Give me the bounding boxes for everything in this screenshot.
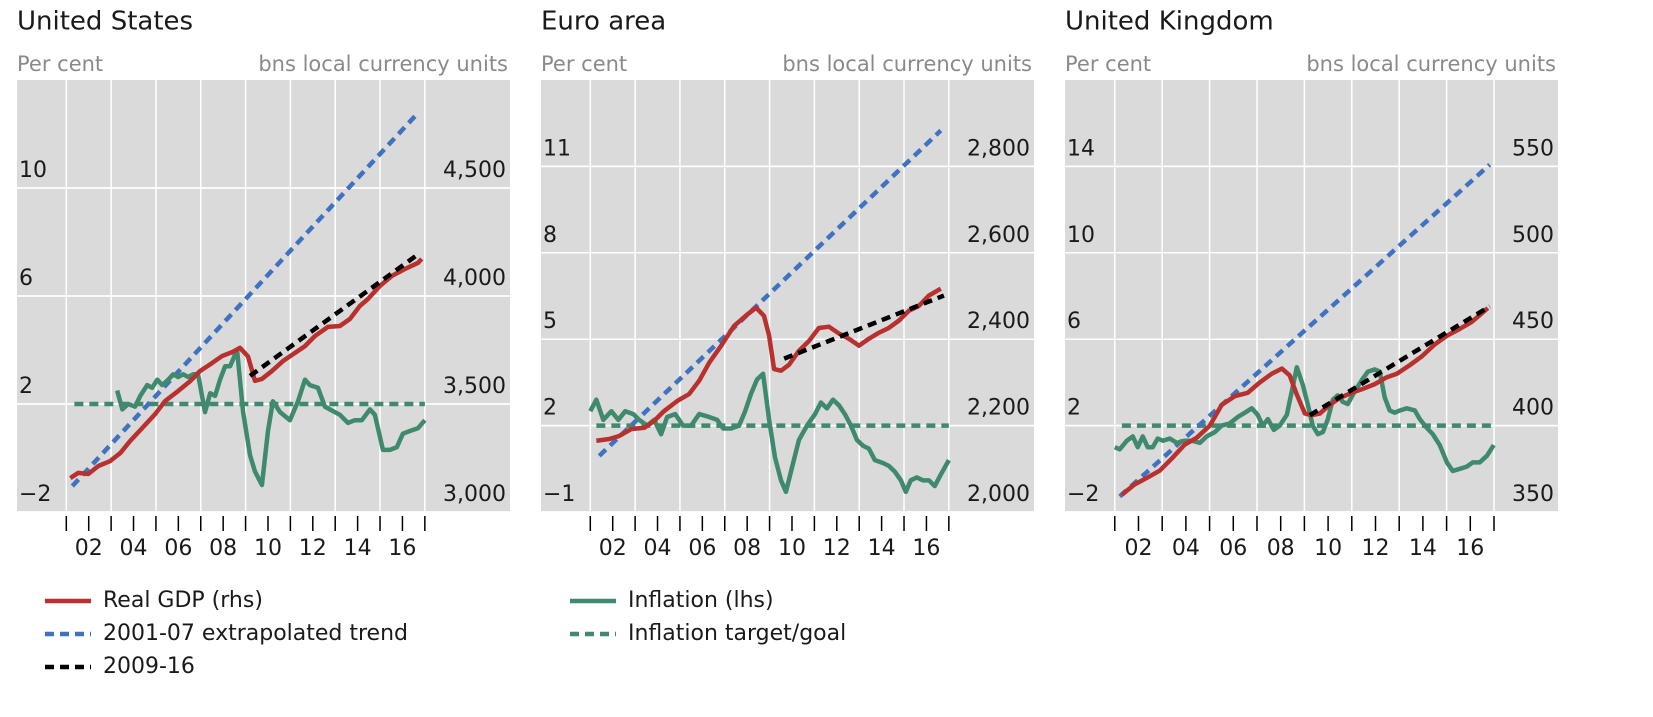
dashed-line bbox=[597, 128, 943, 458]
panel-title: United Kingdom bbox=[1065, 7, 1274, 37]
plot-area bbox=[541, 80, 1034, 512]
y2-tick-label: 4,500 bbox=[443, 158, 506, 183]
y-tick-label: −2 bbox=[1067, 482, 1099, 507]
x-tick-label: 06 bbox=[1219, 536, 1247, 561]
y2-tick-label: 450 bbox=[1512, 309, 1554, 334]
y-tick-label: 6 bbox=[19, 266, 33, 291]
x-tick-label: 02 bbox=[75, 536, 103, 561]
y-axis-title: Per cent bbox=[541, 52, 627, 76]
data-line bbox=[1120, 306, 1490, 497]
x-tick-label: 12 bbox=[1361, 536, 1389, 561]
x-tick-label: 16 bbox=[912, 536, 940, 561]
legend-label: 2001-07 extrapolated trend bbox=[103, 621, 408, 646]
y2-axis-title: bns local currency units bbox=[1306, 52, 1556, 76]
x-tick-label: 16 bbox=[1456, 536, 1484, 561]
x-tick-label: 12 bbox=[299, 536, 327, 561]
legend-label: Real GDP (rhs) bbox=[103, 588, 263, 613]
y2-tick-label: 2,600 bbox=[967, 223, 1030, 248]
y-tick-label: 10 bbox=[19, 158, 47, 183]
y2-tick-label: 500 bbox=[1512, 223, 1554, 248]
x-tick-label: 10 bbox=[778, 536, 806, 561]
y2-tick-label: 550 bbox=[1512, 136, 1554, 161]
data-line bbox=[1113, 365, 1496, 474]
y-tick-label: 11 bbox=[543, 136, 571, 161]
x-tick-label: 04 bbox=[644, 536, 672, 561]
x-tick-label: 02 bbox=[599, 536, 627, 561]
x-tick-label: 10 bbox=[254, 536, 282, 561]
x-tick-label: 14 bbox=[868, 536, 896, 561]
x-tick-label: 12 bbox=[823, 536, 851, 561]
y2-tick-label: 3,500 bbox=[443, 374, 506, 399]
legend-label: Inflation target/goal bbox=[628, 621, 846, 646]
y-tick-label: 14 bbox=[1067, 136, 1095, 161]
y2-tick-label: 350 bbox=[1512, 482, 1554, 507]
y2-tick-label: 400 bbox=[1512, 396, 1554, 421]
data-line bbox=[114, 347, 427, 488]
x-tick-label: 10 bbox=[1314, 536, 1342, 561]
y-tick-label: 10 bbox=[1067, 223, 1095, 248]
x-tick-label: 06 bbox=[164, 536, 192, 561]
y2-tick-label: 4,000 bbox=[443, 266, 506, 291]
x-tick-label: 04 bbox=[1172, 536, 1200, 561]
x-tick-label: 08 bbox=[733, 536, 761, 561]
y2-tick-label: 2,400 bbox=[967, 309, 1030, 334]
y-axis-title: Per cent bbox=[17, 52, 103, 76]
dashed-line bbox=[783, 293, 945, 361]
y2-axis-title: bns local currency units bbox=[258, 52, 508, 76]
legend-label: Inflation (lhs) bbox=[628, 588, 774, 613]
y-tick-label: 2 bbox=[543, 396, 557, 421]
y-tick-label: 2 bbox=[1067, 396, 1081, 421]
x-tick-label: 04 bbox=[120, 536, 148, 561]
panel-title: United States bbox=[17, 7, 193, 37]
dashed-line bbox=[1308, 304, 1491, 418]
dashed-line bbox=[248, 251, 422, 378]
x-tick-label: 06 bbox=[688, 536, 716, 561]
y-axis-title: Per cent bbox=[1065, 52, 1151, 76]
y-tick-label: 2 bbox=[19, 374, 33, 399]
y-tick-label: −1 bbox=[543, 482, 575, 507]
x-tick-label: 16 bbox=[388, 536, 416, 561]
data-line bbox=[596, 286, 942, 443]
y2-tick-label: 3,000 bbox=[443, 482, 506, 507]
x-tick-label: 14 bbox=[1409, 536, 1437, 561]
x-tick-label: 14 bbox=[344, 536, 372, 561]
y-tick-label: −2 bbox=[19, 482, 51, 507]
y-tick-label: 6 bbox=[1067, 309, 1081, 334]
dashed-line bbox=[70, 111, 420, 488]
y-tick-label: 5 bbox=[543, 309, 557, 334]
x-tick-label: 08 bbox=[209, 536, 237, 561]
y2-tick-label: 2,000 bbox=[967, 482, 1030, 507]
y2-tick-label: 2,800 bbox=[967, 136, 1030, 161]
x-tick-label: 02 bbox=[1124, 536, 1152, 561]
plot-area bbox=[1065, 80, 1558, 512]
y-tick-label: 8 bbox=[543, 223, 557, 248]
panel-title: Euro area bbox=[541, 7, 666, 37]
y2-axis-title: bns local currency units bbox=[782, 52, 1032, 76]
legend-label: 2009-16 bbox=[103, 654, 195, 679]
y2-tick-label: 2,200 bbox=[967, 396, 1030, 421]
x-tick-label: 08 bbox=[1267, 536, 1295, 561]
data-line bbox=[69, 257, 424, 480]
